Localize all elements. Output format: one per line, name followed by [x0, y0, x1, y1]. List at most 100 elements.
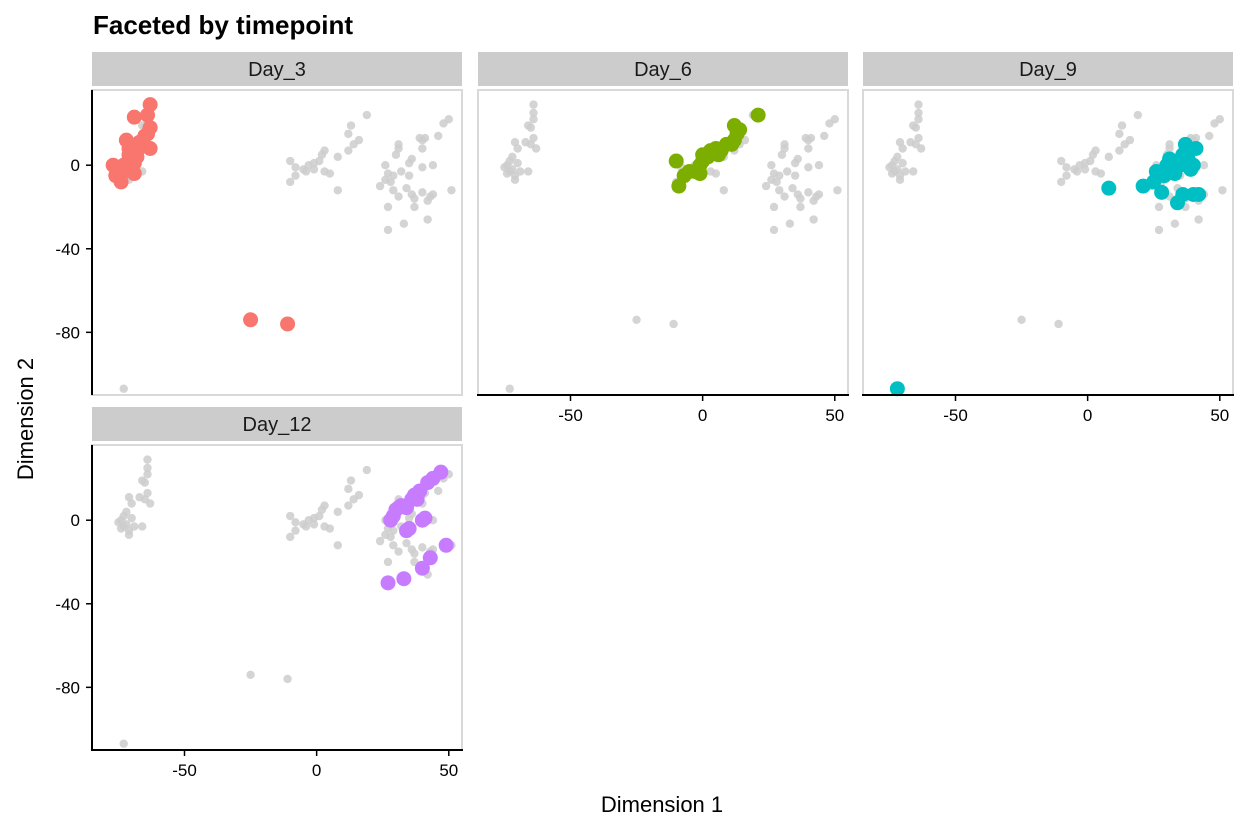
highlight-point [118, 132, 134, 148]
x-tick-label: -50 [943, 406, 968, 425]
background-point [362, 110, 372, 120]
background-point [124, 493, 134, 502]
background-point [513, 158, 522, 168]
background-point [1170, 219, 1180, 228]
highlight-point [433, 464, 449, 480]
background-point [315, 156, 324, 166]
background-point [402, 538, 411, 548]
background-point [116, 524, 126, 533]
highlight-point [380, 575, 396, 591]
background-point [909, 121, 918, 130]
background-point [309, 520, 319, 529]
background-point [887, 169, 897, 178]
background-point [423, 215, 432, 224]
background-point [145, 499, 155, 508]
highlight-point [126, 166, 142, 182]
x-axis-label: Dimension 1 [601, 792, 723, 817]
background-point [1154, 225, 1164, 235]
background-point [428, 190, 438, 199]
background-point [404, 171, 414, 180]
background-point [333, 186, 342, 195]
background-point [505, 384, 514, 393]
background-point [354, 490, 364, 500]
background-point [418, 163, 427, 172]
facet-strip-label: Day_6 [634, 59, 692, 81]
background-point [286, 511, 295, 521]
background-point [814, 190, 824, 199]
background-point [524, 167, 533, 176]
y-axis-label: Dimension 2 [13, 358, 38, 480]
background-point [375, 181, 385, 191]
y-tick-label: -40 [55, 595, 80, 614]
highlight-point [126, 155, 142, 171]
background-point [1057, 156, 1066, 166]
highlight-point [438, 537, 454, 553]
background-point [344, 129, 353, 139]
background-point [510, 138, 520, 147]
background-point [354, 135, 364, 145]
background-point [1054, 319, 1063, 329]
background-point [246, 670, 255, 679]
background-point [346, 476, 356, 485]
background-point [529, 115, 538, 124]
facet-strip [478, 52, 848, 86]
background-point [780, 192, 789, 201]
background-point [291, 526, 300, 535]
background-point [1199, 161, 1209, 170]
background-point [901, 167, 910, 176]
background-point [761, 181, 771, 191]
background-point [529, 108, 538, 118]
background-point [418, 543, 427, 552]
background-point [769, 202, 779, 212]
y-tick-label: 0 [71, 511, 80, 530]
background-point [914, 133, 923, 143]
background-point [909, 167, 918, 176]
background-point [669, 319, 678, 329]
background-point [1205, 131, 1214, 141]
background-point [394, 192, 403, 201]
background-point [386, 177, 395, 187]
background-point [138, 476, 147, 485]
background-point [1215, 115, 1224, 124]
background-point [291, 163, 300, 172]
background-point [814, 161, 824, 170]
background-point [344, 484, 353, 494]
highlight-point [668, 153, 684, 169]
background-point [804, 163, 813, 172]
background-point [780, 140, 789, 149]
background-point [516, 167, 525, 176]
background-point [711, 169, 721, 178]
background-point [1218, 186, 1227, 195]
highlight-point [1101, 180, 1117, 196]
background-point [389, 171, 398, 180]
background-point [785, 219, 795, 228]
background-point [833, 186, 842, 195]
highlight-point [280, 316, 296, 332]
background-point [529, 100, 538, 109]
background-point [895, 175, 905, 185]
background-point [434, 486, 443, 496]
background-point [383, 202, 393, 212]
background-point [143, 470, 152, 479]
background-point [410, 194, 419, 203]
background-point [444, 115, 453, 124]
background-point [510, 175, 520, 185]
highlight-point [1191, 186, 1207, 202]
x-tick-label: -50 [172, 761, 197, 780]
background-point [309, 165, 319, 174]
facet-strip [92, 52, 462, 86]
background-point [775, 171, 784, 180]
highlight-point [142, 120, 158, 136]
background-point [531, 144, 541, 153]
background-point [119, 384, 128, 393]
background-point [914, 115, 923, 124]
background-point [344, 146, 353, 155]
background-point [513, 144, 522, 153]
background-point [788, 183, 797, 193]
background-point [418, 188, 427, 197]
background-point [333, 507, 342, 517]
highlight-point [422, 550, 438, 566]
background-point [1062, 171, 1071, 180]
highlight-point [692, 166, 708, 182]
